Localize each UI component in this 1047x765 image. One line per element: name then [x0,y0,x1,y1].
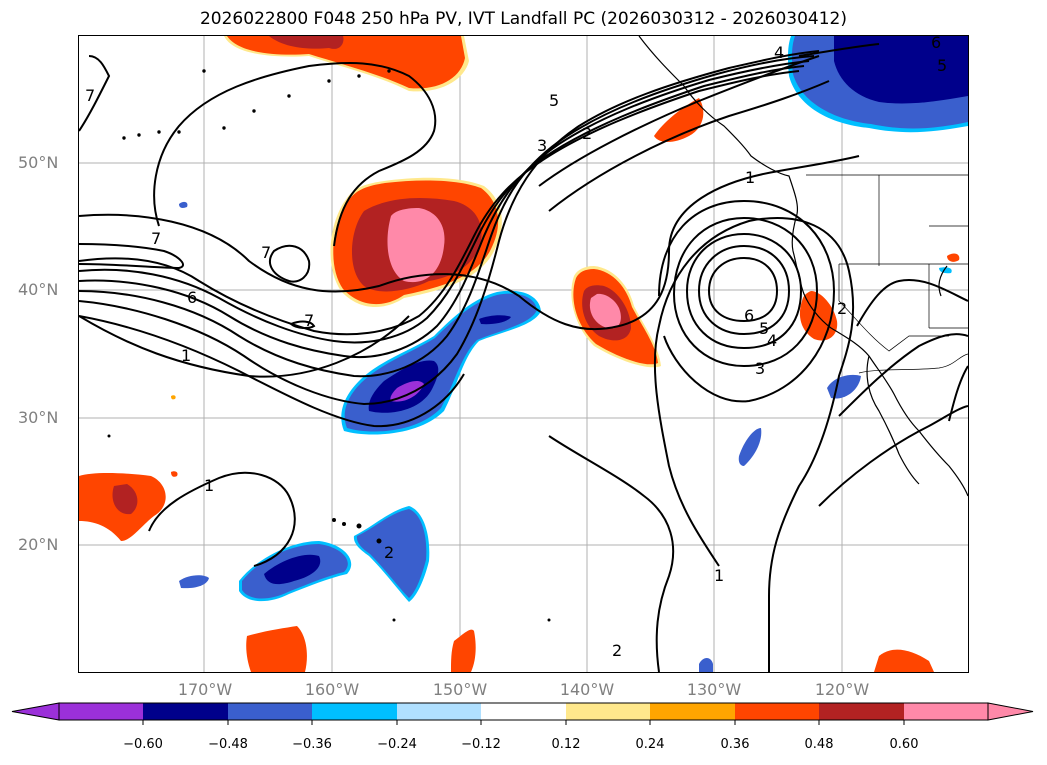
contour-label: 3 [537,136,547,155]
pv-positive-anomalies [79,36,960,672]
contour-label: 2 [582,124,592,143]
contour-label: 6 [744,306,754,325]
contour-label: 5 [937,56,947,75]
pv-pos-blob-south-3 [874,649,934,672]
colorbar-segment [143,703,228,720]
contour-label: 2 [837,299,847,318]
colorbar-tick: −0.48 [208,737,248,752]
map-canvas: 7 7 7 7 6 1 5 3 2 4 6 5 1 2 6 5 4 3 2 1 … [79,36,968,672]
contour-1-lower [148,471,296,567]
colorbar-segment [228,703,312,720]
colorbar-segment [312,703,397,720]
colorbar-segment [819,703,904,720]
lon-label-160w: 160°W [304,680,360,699]
lon-label-130w: 130°W [686,680,742,699]
pv-pos-blob-south-1 [246,626,307,672]
lon-label-170w: 170°W [177,680,233,699]
contour-label: 7 [304,311,314,330]
colorbar-tick: −0.60 [123,737,163,752]
colorbar-tick: 0.24 [635,737,665,752]
colorbar-tick: 0.12 [551,737,581,752]
contour-label: 3 [755,359,765,378]
contour-label: 6 [931,36,941,52]
colorbar-tick: −0.24 [377,737,417,752]
colorbar-tick: 0.60 [889,737,919,752]
colorbar-segment [650,703,735,720]
colorbar-tick: −0.12 [461,737,501,752]
contour-label: 4 [774,43,784,62]
colorbar-segment [481,703,566,720]
colorbar-extend-high [987,702,1034,721]
contour-1-main [79,155,860,331]
lat-label-30n: 30°N [18,408,59,427]
lat-label-20n: 20°N [18,535,59,554]
colorbar-tick: −0.36 [292,737,332,752]
contour-label: 7 [261,243,271,262]
contour-labels: 7 7 7 7 6 1 5 3 2 4 6 5 1 2 6 5 4 3 2 1 … [85,36,947,660]
colorbar-segment [735,703,819,720]
colorbar-extend-low [11,702,60,721]
contour-label: 6 [187,288,197,307]
lon-label-150w: 150°W [432,680,488,699]
contour-label: 1 [204,476,214,495]
contour-label: 4 [767,331,777,350]
contour-label: 1 [181,346,191,365]
map-panel[interactable]: 7 7 7 7 6 1 5 3 2 4 6 5 1 2 6 5 4 3 2 1 … [79,36,968,672]
colorbar-segment [904,703,988,720]
ivt-contours [79,43,968,672]
colorbar-segment [59,703,143,720]
contour-1-west [548,435,675,672]
colorbar-segment [397,703,481,720]
political-borders [806,174,968,374]
contour-label: 5 [759,319,769,338]
colorbar-tick: 0.48 [804,737,834,752]
contour-label: 2 [612,641,622,660]
lat-label-50n: 50°N [18,153,59,172]
contour-label: 2 [384,543,394,562]
lon-label-120w: 120°W [814,680,870,699]
colorbar-tick: 0.36 [720,737,750,752]
lon-label-140w: 140°W [559,680,615,699]
contour-label: 7 [85,86,95,105]
contour-label: 1 [714,566,724,585]
colorbar-segment [566,703,650,720]
contour-label: 5 [549,91,559,110]
lat-label-40n: 40°N [18,280,59,299]
chart-title: 2026022800 F048 250 hPa PV, IVT Landfall… [199,9,847,29]
pv-pos-blob-south-2 [451,629,476,672]
contour-label: 7 [151,229,161,248]
colorbar-segments [58,702,989,725]
colorbar [11,702,1034,725]
contour-label: 1 [745,168,755,187]
islands [107,69,551,622]
pv-negative-anomalies [179,36,968,672]
graticule [79,36,968,672]
